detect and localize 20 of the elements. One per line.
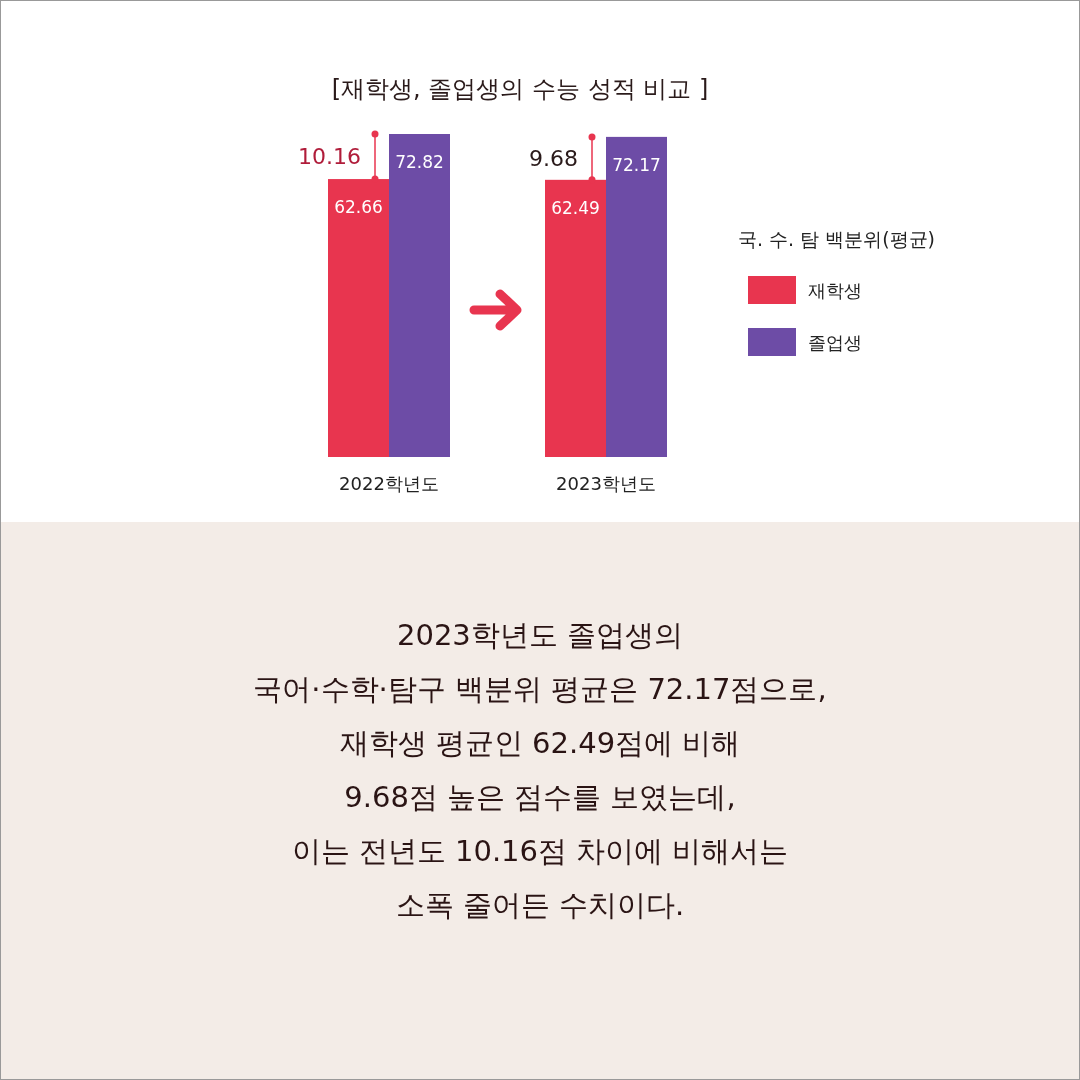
legend-title: 국. 수. 탐 백분위(평균) [738,228,936,250]
chart-title: [재학생, 졸업생의 수능 성적 비교 ] [331,75,709,103]
data-label: 62.49 [551,197,600,218]
text: 이는 전년도 10.16점 차이에 비해서는 [291,834,789,868]
annotation: 9.68 [529,145,578,171]
text: 국어·수학·탐구 백분위 평균은 72.17점으로, [253,672,827,706]
bar [389,134,450,457]
bar [606,136,667,457]
annotation: 10.16 [298,144,361,170]
legend-label: 재학생 [808,280,862,301]
text: 소폭 줄어든 수치이다. [395,888,685,922]
text: 재학생 평균인 62.49점에 비해 [339,726,741,760]
x-tick-label: 2022학년도 [339,473,439,494]
legend-label: 졸업생 [808,332,862,353]
text: 9.68점 높은 점수를 보였는데, [344,780,736,814]
text: 2023학년도 졸업생의 [396,618,684,652]
data-label: 62.66 [334,197,383,218]
x-tick-label: 2023학년도 [556,473,656,494]
data-label: 72.17 [612,154,661,175]
data-label: 72.82 [395,152,444,172]
